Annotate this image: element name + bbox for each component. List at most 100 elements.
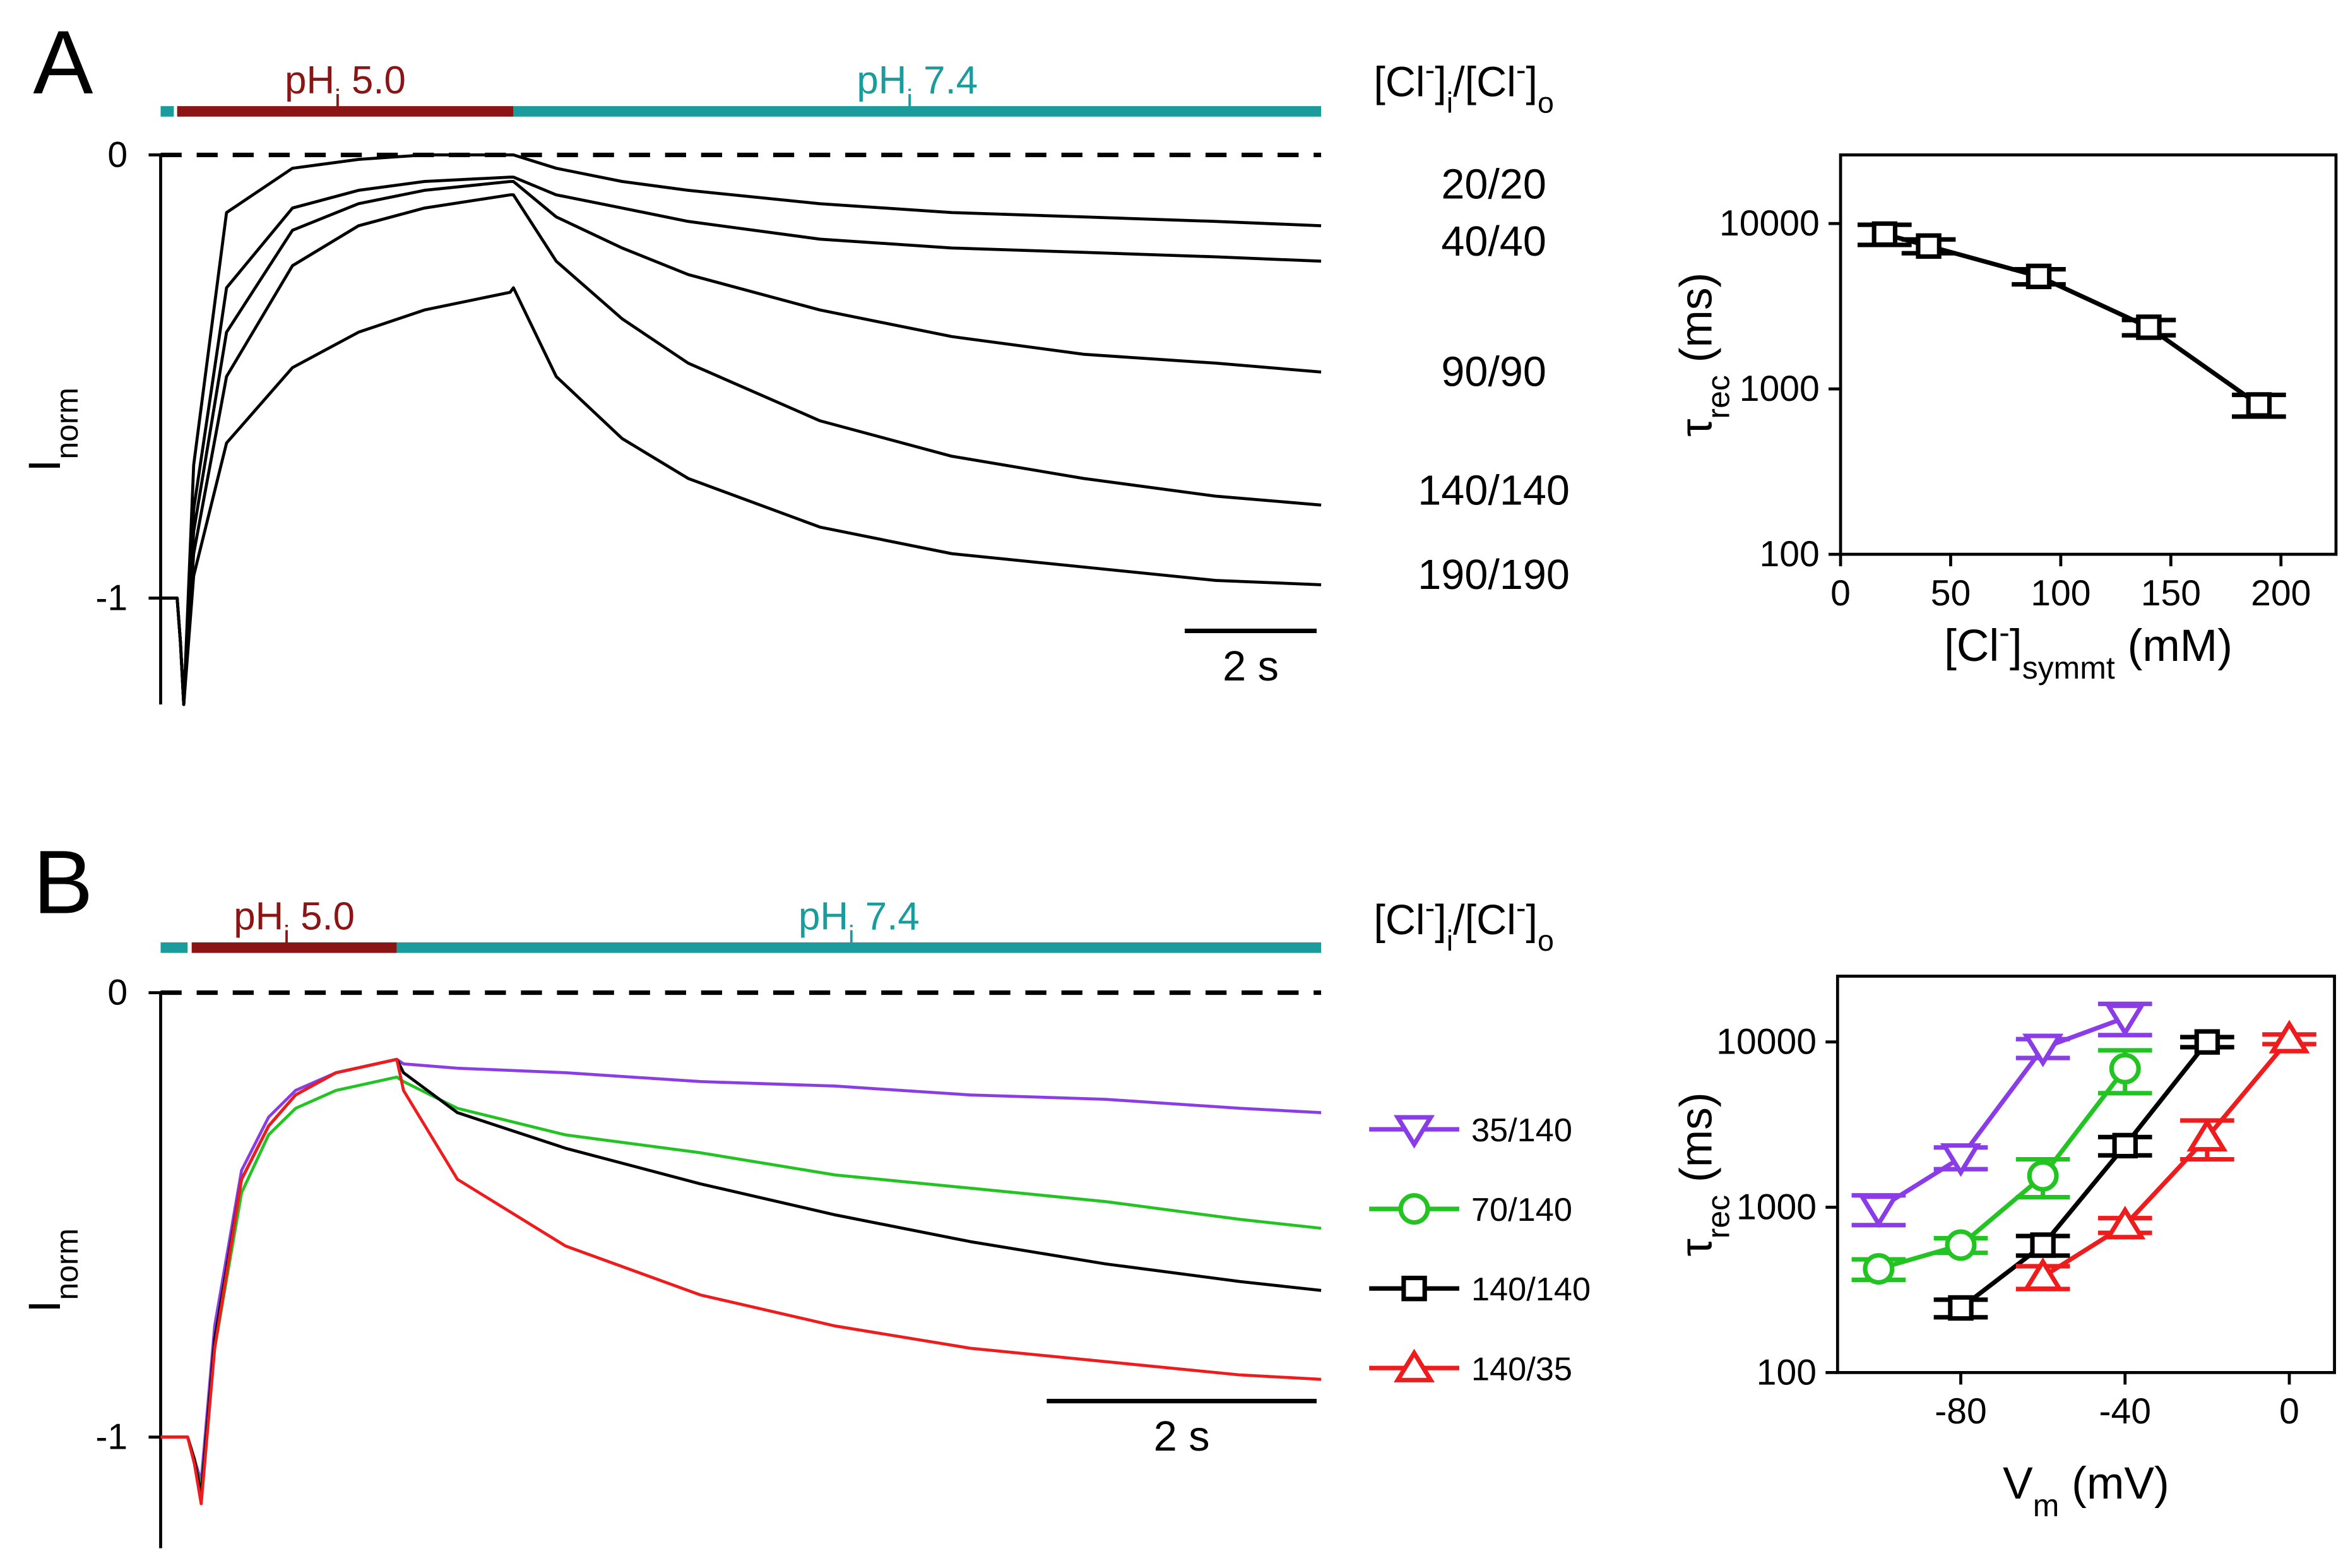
trace-label: 140/140 bbox=[1418, 468, 1570, 514]
x-axis-label-part: - bbox=[1999, 615, 2010, 650]
marker bbox=[2246, 392, 2272, 418]
x-tick-label: -80 bbox=[1935, 1391, 1986, 1432]
marker bbox=[1394, 1115, 1435, 1149]
trace bbox=[160, 175, 1322, 706]
period-label: pHi 5.0 bbox=[285, 59, 406, 115]
legend-title-part: ] bbox=[1526, 59, 1538, 106]
period-label-part: i bbox=[906, 85, 913, 115]
marker bbox=[2112, 1132, 2138, 1159]
period-label-part: pH bbox=[234, 895, 283, 939]
marker bbox=[1858, 1194, 1899, 1228]
y-tick-label: 10000 bbox=[1716, 1022, 1817, 1062]
legend-title-part: - bbox=[1425, 891, 1435, 924]
period-label-part: i bbox=[283, 921, 290, 951]
series-line bbox=[1877, 1015, 2126, 1211]
trace bbox=[160, 180, 1322, 706]
panel-label: A bbox=[33, 13, 93, 113]
legend-label: 70/140 bbox=[1471, 1192, 1572, 1228]
y-axis-label-part: rec bbox=[1701, 1195, 1736, 1238]
trace-label: 190/190 bbox=[1418, 552, 1570, 598]
y-axis-label-part: rec bbox=[1701, 375, 1736, 419]
trace bbox=[160, 1075, 1322, 1492]
x-axis-label-part: V bbox=[2003, 1458, 2033, 1509]
period-label-part: 5.0 bbox=[341, 59, 406, 102]
x-tick-label: 0 bbox=[2279, 1391, 2299, 1432]
marker bbox=[1394, 1348, 1435, 1382]
y-tick-label: 10000 bbox=[1719, 203, 1820, 244]
marker bbox=[2025, 263, 2052, 290]
y-axis-label-part: τ bbox=[1671, 419, 1722, 437]
y-axis-label: Inorm bbox=[20, 1228, 85, 1313]
legend-label: 140/35 bbox=[1471, 1351, 1572, 1387]
legend-title-part: i bbox=[1447, 86, 1453, 119]
y-axis-label: τrec (ms) bbox=[1671, 273, 1736, 437]
y-axis-label: Inorm bbox=[20, 388, 85, 472]
trace-label: 90/90 bbox=[1441, 349, 1546, 396]
marker bbox=[2030, 1232, 2056, 1258]
period-label-part: i bbox=[848, 921, 855, 951]
period-label-part: pH bbox=[798, 895, 848, 939]
marker bbox=[2022, 1257, 2064, 1292]
legend-label: 140/140 bbox=[1471, 1271, 1591, 1308]
marker bbox=[1871, 221, 1898, 247]
marker bbox=[1916, 233, 1942, 259]
legend-title-part: [Cl bbox=[1373, 897, 1425, 944]
y-axis-label: τrec (ms) bbox=[1671, 1092, 1736, 1256]
y-axis-label-part: norm bbox=[49, 388, 85, 460]
marker bbox=[2194, 1029, 2221, 1055]
plot-frame bbox=[1835, 975, 2336, 1374]
x-axis-label-part: (mV) bbox=[2059, 1458, 2169, 1509]
panel-label: B bbox=[33, 833, 93, 933]
plot-frame bbox=[1839, 153, 2338, 556]
x-tick-label: 150 bbox=[2141, 573, 2201, 614]
marker bbox=[2136, 314, 2162, 340]
trace-label: 40/40 bbox=[1441, 218, 1546, 265]
marker bbox=[1401, 1275, 1427, 1302]
legend-title-part: o bbox=[1538, 924, 1554, 957]
trace bbox=[160, 286, 1322, 706]
legend-title-part: /[Cl bbox=[1453, 59, 1516, 106]
trace-label: 20/20 bbox=[1441, 161, 1546, 208]
period-label-part: i bbox=[335, 85, 341, 115]
marker bbox=[2268, 1019, 2310, 1054]
period-label: pHi 7.4 bbox=[798, 895, 920, 951]
y-tick-label: 0 bbox=[107, 973, 127, 1013]
x-tick-label: 100 bbox=[2031, 573, 2090, 614]
marker bbox=[2104, 1206, 2146, 1240]
marker bbox=[1398, 1193, 1430, 1225]
y-tick-label: 100 bbox=[1757, 1352, 1817, 1393]
x-axis-label-part: m bbox=[2033, 1488, 2060, 1523]
x-tick-label: 0 bbox=[1830, 573, 1851, 614]
legend-title-part: o bbox=[1538, 86, 1554, 119]
y-axis-label-part: (ms) bbox=[1671, 1092, 1722, 1194]
period-label-part: pH bbox=[857, 59, 906, 102]
x-axis-label-part: [Cl bbox=[1944, 621, 1999, 671]
series-line bbox=[1959, 1040, 2209, 1310]
x-axis-label: [Cl-]symmt (mM) bbox=[1944, 615, 2232, 686]
period-label-part: 7.4 bbox=[855, 895, 920, 939]
marker bbox=[1863, 1253, 1895, 1285]
legend-title-part: - bbox=[1425, 54, 1435, 86]
marker bbox=[2027, 1160, 2059, 1192]
period-label: pHi 5.0 bbox=[234, 895, 355, 951]
legend-title-part: i bbox=[1447, 924, 1453, 957]
y-axis-label-part: I bbox=[20, 1300, 70, 1313]
marker bbox=[1948, 1295, 1974, 1321]
legend-title-part: - bbox=[1516, 891, 1526, 924]
x-axis-label-part: symmt bbox=[2022, 650, 2115, 686]
legend-title-part: ] bbox=[1526, 897, 1538, 944]
y-axis-label-part: τ bbox=[1671, 1238, 1722, 1256]
legend-title-part: [Cl bbox=[1373, 59, 1425, 106]
marker bbox=[2109, 1052, 2141, 1084]
series-line bbox=[1878, 1067, 2127, 1271]
x-axis-label-part: ] bbox=[2010, 621, 2022, 671]
marker bbox=[1940, 1143, 1982, 1177]
trace bbox=[160, 153, 1322, 706]
period-label-part: 7.4 bbox=[913, 59, 978, 102]
x-axis-label: Vm (mV) bbox=[2003, 1458, 2169, 1523]
x-tick-label: 200 bbox=[2251, 573, 2311, 614]
y-axis-label-part: norm bbox=[49, 1228, 85, 1300]
legend-title-part: ] bbox=[1435, 59, 1447, 106]
